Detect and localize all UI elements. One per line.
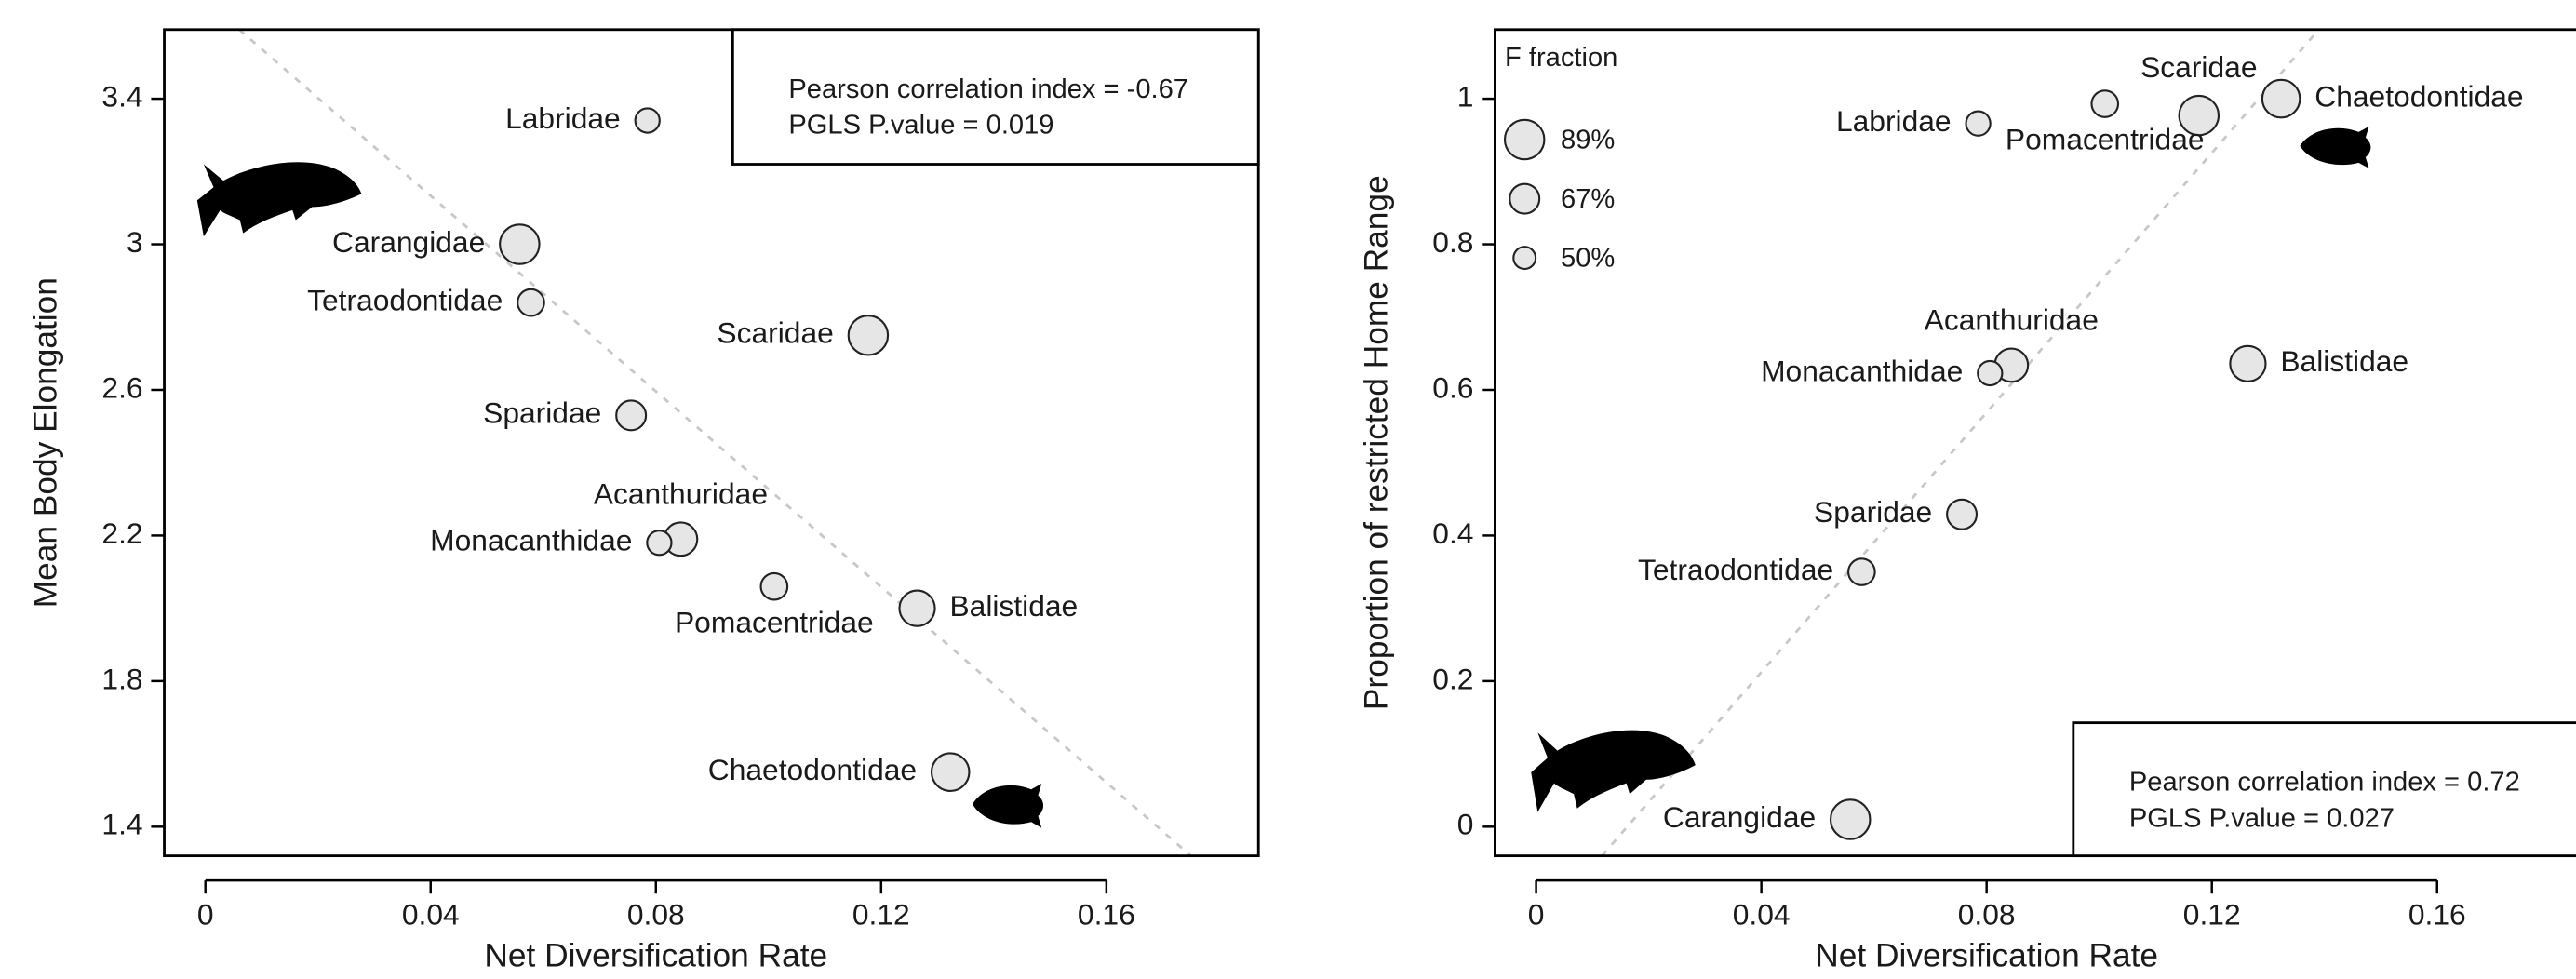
point bbox=[898, 589, 936, 627]
point bbox=[2090, 89, 2120, 118]
x-tick-label: 0.16 bbox=[2408, 897, 2466, 931]
x-tick-label: 0.12 bbox=[852, 897, 910, 931]
y-tick-label: 1.8 bbox=[101, 662, 142, 695]
point-label: Acanthuridae bbox=[1925, 303, 2099, 337]
point-label: Tetraodontidae bbox=[307, 284, 503, 317]
point-label: Sparidae bbox=[483, 396, 601, 430]
x-axis-title: Net Diversification Rate bbox=[484, 937, 827, 973]
legend-marker bbox=[1512, 246, 1537, 271]
point-label: Balistidae bbox=[949, 589, 1078, 623]
point-label: Monacanthidae bbox=[430, 524, 632, 557]
y-axis-title: Mean Body Elongation bbox=[28, 277, 64, 608]
legend-marker bbox=[1509, 182, 1541, 215]
point-label: Acanthuridae bbox=[594, 477, 768, 511]
fish-silhouette bbox=[973, 783, 1044, 828]
point-label: Scaridae bbox=[2140, 50, 2257, 84]
trend-line bbox=[1601, 29, 2320, 856]
plot-frame bbox=[163, 28, 1260, 858]
x-tick-label: 0.12 bbox=[2183, 897, 2241, 931]
y-tick-label: 0 bbox=[1457, 808, 1474, 841]
y-tick-label: 1 bbox=[1457, 79, 1474, 113]
point-label: Chaetodontidae bbox=[708, 753, 917, 786]
x-tick-label: 0.08 bbox=[1958, 897, 2016, 931]
point bbox=[930, 752, 971, 792]
point bbox=[2178, 94, 2220, 137]
y-tick-label: 0.2 bbox=[1432, 662, 1473, 695]
point bbox=[759, 571, 789, 601]
annotation: PGLS P.value = 0.019 bbox=[788, 111, 1053, 141]
y-tick-label: 0.8 bbox=[1432, 225, 1473, 259]
point bbox=[1977, 359, 2004, 387]
annotation: PGLS P.value = 0.027 bbox=[2129, 803, 2395, 833]
y-tick-label: 3 bbox=[127, 225, 143, 259]
y-tick-label: 3.4 bbox=[101, 79, 142, 113]
x-tick-label: 0.08 bbox=[627, 897, 685, 931]
y-tick-label: 1.4 bbox=[101, 808, 142, 841]
legend-label: 89% bbox=[1561, 125, 1615, 154]
point bbox=[615, 399, 648, 432]
y-tick-label: 0.4 bbox=[1432, 516, 1473, 550]
point-label: Chaetodontidae bbox=[2314, 79, 2523, 113]
point bbox=[1965, 110, 1992, 137]
point-label: Pomacentridae bbox=[2006, 123, 2205, 156]
point bbox=[517, 288, 545, 317]
point-label: Labridae bbox=[505, 101, 621, 135]
y-tick-label: 0.6 bbox=[1432, 370, 1473, 404]
legend-label: 67% bbox=[1561, 184, 1615, 214]
x-tick-label: 0.16 bbox=[1078, 897, 1135, 931]
annotation: Pearson correlation index = -0.67 bbox=[788, 74, 1188, 104]
point-label: Scaridae bbox=[717, 316, 833, 350]
annotation: Pearson correlation index = 0.72 bbox=[2129, 768, 2520, 798]
point bbox=[1829, 798, 1872, 840]
legend-label: 50% bbox=[1561, 244, 1615, 274]
point-label: Labridae bbox=[1836, 104, 1952, 138]
point-label: Carangidae bbox=[332, 225, 485, 259]
point-label: Tetraodontidae bbox=[1638, 553, 1833, 586]
point bbox=[2229, 344, 2267, 382]
legend-marker bbox=[1503, 118, 1546, 161]
fish-silhouette bbox=[2300, 126, 2371, 168]
point bbox=[499, 223, 541, 265]
x-tick-label: 0.04 bbox=[402, 897, 460, 931]
point-label: Carangidae bbox=[1663, 800, 1816, 834]
point-label: Balistidae bbox=[2280, 344, 2408, 378]
annotation-box bbox=[2072, 721, 2576, 858]
annotation-box bbox=[731, 28, 1260, 166]
point bbox=[1946, 498, 1979, 530]
x-tick-label: 0 bbox=[1528, 897, 1545, 931]
point bbox=[2261, 78, 2301, 119]
point-label: Sparidae bbox=[1814, 495, 1932, 529]
y-tick-label: 2.6 bbox=[101, 370, 142, 404]
point bbox=[634, 107, 661, 134]
point-label: Pomacentridae bbox=[675, 605, 874, 638]
x-tick-label: 0.04 bbox=[1733, 897, 1791, 931]
point bbox=[1847, 557, 1876, 586]
point bbox=[847, 315, 890, 356]
plot-frame bbox=[1494, 28, 2576, 858]
point-label: Monacanthidae bbox=[1761, 354, 1963, 387]
point bbox=[646, 530, 673, 557]
y-axis-title: Proportion of restricted Home Range bbox=[1358, 175, 1394, 710]
trend-line bbox=[238, 29, 1192, 856]
x-tick-label: 0 bbox=[197, 897, 214, 931]
legend-title: F fraction bbox=[1505, 43, 1617, 73]
y-tick-label: 2.2 bbox=[101, 516, 142, 550]
x-axis-title: Net Diversification Rate bbox=[1815, 937, 2158, 973]
